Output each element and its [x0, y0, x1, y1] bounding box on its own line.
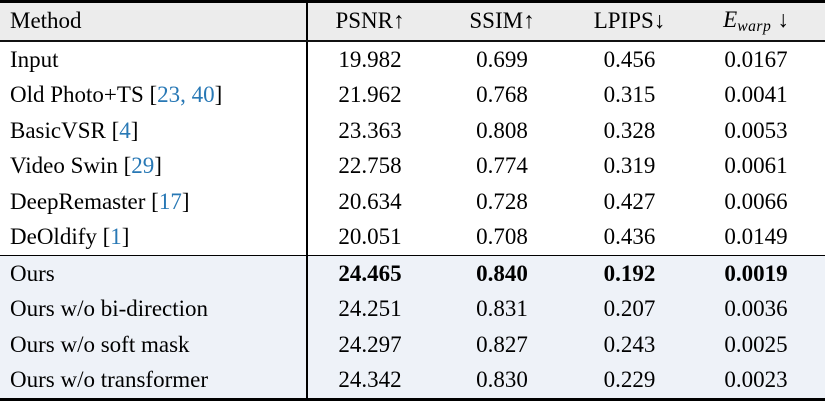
- ssim-value: 0.774: [476, 153, 528, 179]
- ssim-value: 0.840: [432, 254, 572, 292]
- method-label: DeOldify: [10, 224, 97, 250]
- lpips-value: 0.243: [603, 331, 656, 357]
- ssim-value: 0.708: [476, 224, 528, 250]
- header-row: Method PSNR↑ SSIM↑ LPIPS↓ Ewarp ↓: [0, 1, 825, 42]
- method-cell: Ours: [0, 254, 307, 292]
- psnr-value: 21.962: [306, 77, 432, 113]
- ewarp-symbol: E: [723, 7, 738, 32]
- lpips-value: 0.229: [603, 367, 656, 393]
- method-label: DeepRemaster: [10, 188, 146, 214]
- cite-bracket-open: [: [145, 188, 159, 214]
- cite-bracket-open: [: [96, 224, 111, 250]
- lpips-value: 0.456: [603, 46, 656, 72]
- header-ewarp: Ewarp ↓: [687, 1, 825, 42]
- psnr-value: 20.051: [306, 219, 432, 256]
- table-row-deoldify: DeOldify [1] 20.051 0.708 0.436 0.0149: [0, 219, 825, 256]
- lpips-value: 0.427: [603, 188, 656, 214]
- citation-link[interactable]: 23, 40: [157, 82, 215, 108]
- method-cell: DeOldify [1]: [0, 219, 307, 255]
- ewarp-value: 0.0023: [724, 367, 788, 393]
- psnr-value: 24.342: [306, 362, 432, 400]
- psnr-value: 24.251: [306, 291, 432, 327]
- ewarp-value: 0.0053: [724, 117, 788, 143]
- header-psnr: PSNR↑: [306, 1, 432, 42]
- cite-bracket-close: ]: [121, 224, 130, 250]
- psnr-value: 24.465: [306, 254, 432, 292]
- method-label: Video Swin: [10, 153, 118, 179]
- ssim-value: 0.827: [476, 331, 528, 357]
- ssim-value: 0.830: [476, 367, 528, 393]
- cite-bracket-close: ]: [154, 153, 162, 179]
- psnr-value: 20.634: [306, 183, 432, 220]
- psnr-value: 23.363: [306, 112, 432, 149]
- cite-bracket-open: [: [105, 117, 120, 143]
- psnr-value: 22.758: [306, 148, 432, 184]
- method-cell: Video Swin [29]: [0, 148, 307, 183]
- ssim-value: 0.699: [476, 46, 528, 72]
- citation-link[interactable]: 17: [158, 188, 182, 214]
- ewarp-subscript: warp: [737, 17, 772, 35]
- method-label: Input: [10, 46, 59, 72]
- cite-bracket-close: ]: [181, 188, 190, 214]
- ewarp-value: 0.0066: [724, 188, 788, 214]
- citation-link[interactable]: 29: [131, 153, 155, 179]
- citation-link[interactable]: 4: [119, 117, 131, 143]
- ewarp-value: 0.0149: [724, 224, 788, 250]
- cite-bracket-open: [: [143, 82, 158, 108]
- ewarp-value: 0.0025: [724, 331, 788, 357]
- method-label: Ours w/o transformer: [10, 367, 209, 393]
- method-cell: Ours w/o soft mask: [0, 327, 307, 362]
- lpips-value: 0.315: [603, 82, 656, 108]
- psnr-value: 24.297: [306, 326, 432, 363]
- lpips-value: 0.207: [603, 296, 656, 322]
- citation-link[interactable]: 1: [110, 224, 122, 250]
- method-cell: Old Photo+TS [23, 40]: [0, 78, 307, 113]
- table-row-ours-wo-transformer: Ours w/o transformer 24.342 0.830 0.229 …: [0, 362, 825, 400]
- down-arrow-icon: ↓: [777, 7, 789, 32]
- ewarp-value: 0.0061: [724, 153, 788, 179]
- table-row-input: Input 19.982 0.699 0.456 0.0167: [0, 40, 825, 78]
- table-body: Input 19.982 0.699 0.456 0.0167 Old Phot…: [0, 40, 825, 400]
- ewarp-value: 0.0041: [724, 82, 788, 108]
- method-label: BasicVSR: [10, 117, 106, 143]
- ewarp-value: 0.0167: [724, 46, 788, 72]
- method-label: Ours: [10, 260, 55, 286]
- table-row-video-swin: Video Swin [29] 22.758 0.774 0.319 0.006…: [0, 148, 825, 184]
- method-cell: BasicVSR [4]: [0, 113, 307, 148]
- method-cell: Input: [0, 41, 307, 78]
- ewarp-value: 0.0019: [687, 254, 825, 292]
- lpips-value: 0.192: [572, 254, 687, 292]
- table-row-oldphoto-ts: Old Photo+TS [23, 40] 21.962 0.768 0.315…: [0, 77, 825, 113]
- ssim-value: 0.831: [476, 296, 528, 322]
- lpips-value: 0.328: [603, 117, 656, 143]
- table-row-deepremaster: DeepRemaster [17] 20.634 0.728 0.427 0.0…: [0, 183, 825, 220]
- ewarp-value: 0.0036: [724, 296, 788, 322]
- table-row-basicvsr: BasicVSR [4] 23.363 0.808 0.328 0.0053: [0, 112, 825, 149]
- ssim-value: 0.728: [476, 188, 528, 214]
- header-method: Method: [0, 1, 307, 42]
- table-row-ours-wo-bidirection: Ours w/o bi-direction 24.251 0.831 0.207…: [0, 291, 825, 327]
- method-label: Ours w/o bi-direction: [10, 296, 209, 322]
- ssim-value: 0.808: [476, 117, 528, 143]
- lpips-value: 0.436: [603, 224, 656, 250]
- header-lpips: LPIPS↓: [572, 1, 687, 42]
- lpips-value: 0.319: [603, 153, 656, 179]
- cite-bracket-close: ]: [214, 82, 223, 108]
- method-cell: Ours w/o bi-direction: [0, 291, 307, 326]
- cite-bracket-close: ]: [130, 117, 139, 143]
- method-cell: DeepRemaster [17]: [0, 184, 307, 219]
- table-row-ours: Ours 24.465 0.840 0.192 0.0019: [0, 254, 825, 292]
- cite-bracket-open: [: [117, 153, 132, 179]
- ssim-value: 0.768: [476, 82, 528, 108]
- method-label: Ours w/o soft mask: [10, 331, 190, 357]
- table-header: Method PSNR↑ SSIM↑ LPIPS↓ Ewarp ↓: [0, 1, 825, 42]
- table-row-ours-wo-softmask: Ours w/o soft mask 24.297 0.827 0.243 0.…: [0, 326, 825, 363]
- method-cell: Ours w/o transformer: [0, 362, 307, 399]
- psnr-value: 19.982: [306, 40, 432, 78]
- header-ssim: SSIM↑: [432, 1, 572, 42]
- method-label: Old Photo+TS: [10, 82, 144, 108]
